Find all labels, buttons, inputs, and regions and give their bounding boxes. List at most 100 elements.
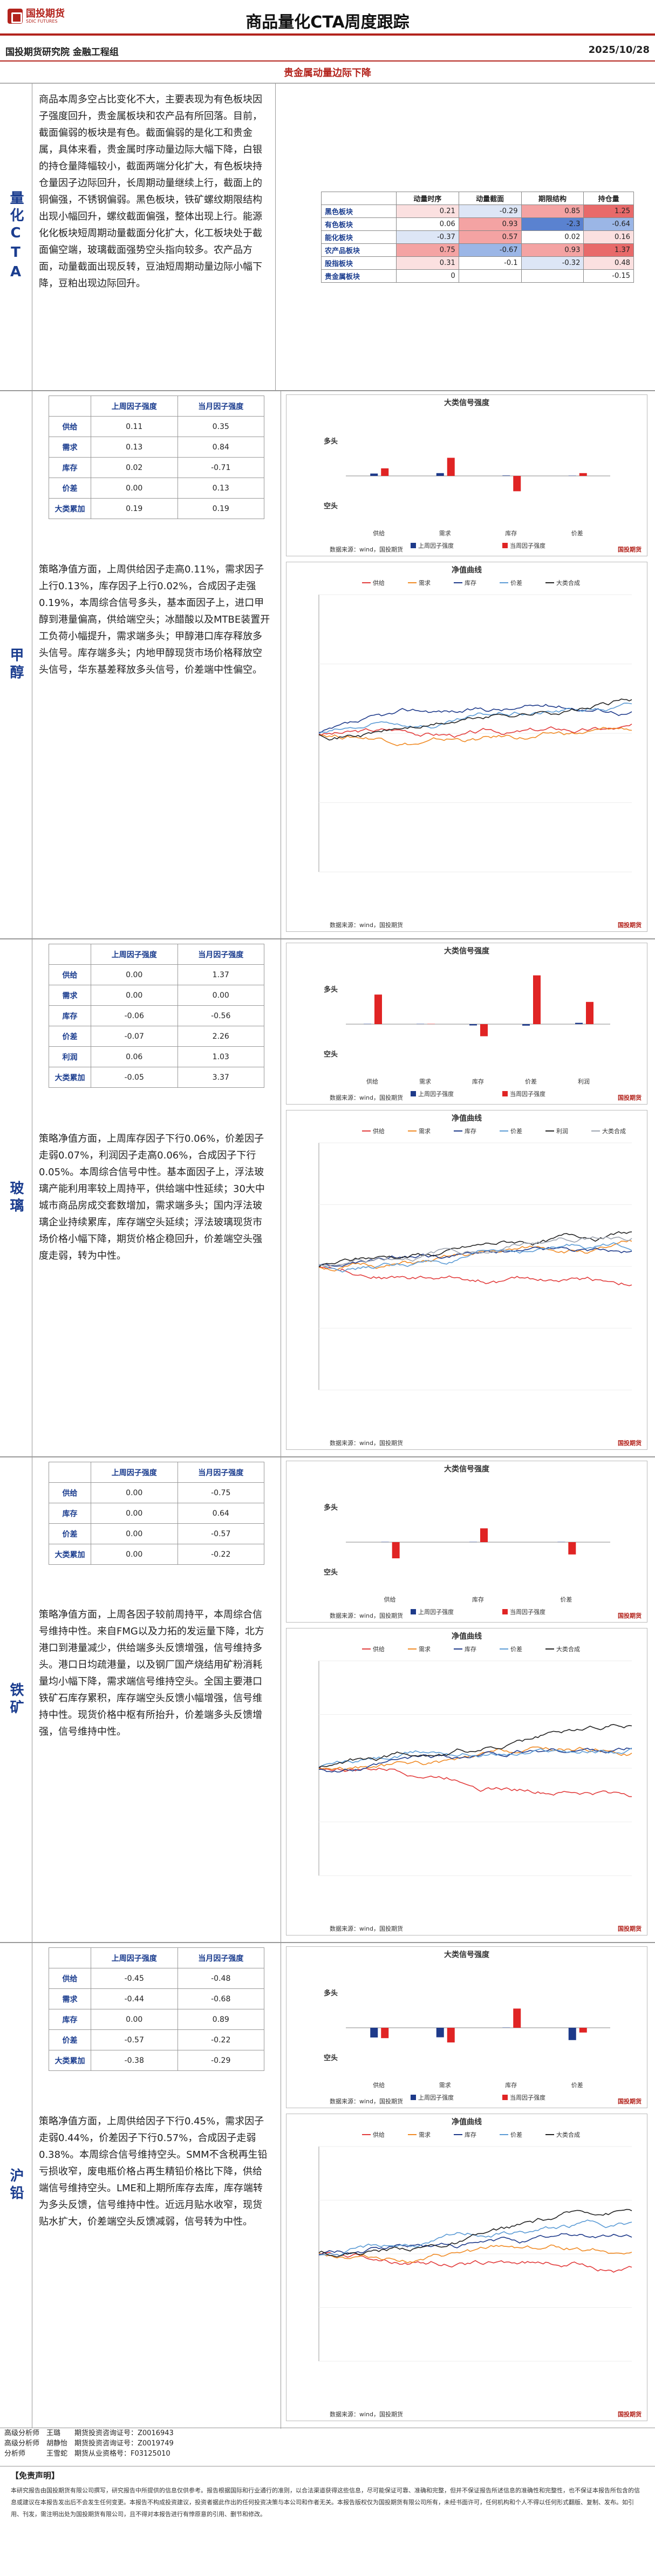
section-label: 铁矿 <box>0 1457 32 1942</box>
nav-line-chart: 净值曲线 供给 需求 库存 价差 利润 大类合成 数据来源：wind，国投期货 国投期货 <box>286 1110 647 1450</box>
heat-row-name: 贵金属板块 <box>321 269 397 283</box>
bar-chart-title: 大类信号强度 <box>444 1951 489 1959</box>
heat-cell: 0.93 <box>521 243 584 257</box>
row-name: 供给 <box>49 1968 91 1989</box>
heat-row: 黑色板块 0.21 -0.29 0.85 1.25 <box>321 205 634 218</box>
current-month-value: -0.22 <box>177 2029 264 2050</box>
last-week-value: 0.00 <box>91 1503 178 1524</box>
table-row: 需求 0.13 0.84 <box>49 437 264 458</box>
nav-legend-label: 供给 <box>373 1645 385 1653</box>
heat-cell: -0.29 <box>458 205 522 218</box>
section-methanol: 甲醇 上周因子强度 当月因子强度 供给 0.11 0.35 需求 0.13 0.84 库存 0.02… <box>0 391 655 939</box>
bar-category-label: 价差 <box>571 529 583 537</box>
heat-row-name: 黑色板块 <box>321 205 397 218</box>
last-week-value: -0.06 <box>91 1005 178 1026</box>
row-name: 大类累加 <box>49 498 91 519</box>
chart-source: 数据来源：wind，国投期货 <box>330 2098 404 2105</box>
table-row: 供给 -0.45 -0.48 <box>49 1968 264 1989</box>
factor-table-header: 当月因子强度 <box>177 1462 264 1483</box>
bar-current <box>447 2028 455 2043</box>
sub-header: 国投期货研究院 金融工程组 2025/10/28 <box>0 38 655 62</box>
table-row: 大类累加 -0.05 3.37 <box>49 1067 264 1088</box>
bar-last <box>417 1024 424 1025</box>
signal-bar-chart: 大类信号强度 多头 空头 供给 需求 库存 价差 上周因子强度 当周因子强度 数据来源：wind，… <box>286 1946 647 2108</box>
last-week-value: -0.57 <box>91 2029 178 2050</box>
heat-cell: -0.32 <box>521 256 584 270</box>
current-month-value: 0.00 <box>177 985 264 1006</box>
bar-last <box>364 1024 371 1025</box>
current-month-value: -0.68 <box>177 1988 264 2009</box>
bar-category-label: 供给 <box>373 529 385 537</box>
signal-bar-chart: 大类信号强度 多头 空头 供给 需求 库存 价差 利润 上周因子强度 当周因子强度 数据来源：win… <box>286 943 647 1105</box>
chart-brand: 国投期货 <box>618 1612 642 1619</box>
table-row: 供给 0.11 0.35 <box>49 416 264 437</box>
current-month-value: -0.56 <box>177 1005 264 1026</box>
last-week-value: -0.45 <box>91 1968 178 1989</box>
bar-category-label: 供给 <box>373 2081 385 2089</box>
nav-legend-label: 大类合成 <box>556 1645 580 1653</box>
factor-table: 上周因子强度 当月因子强度 供给 0.11 0.35 需求 0.13 0.84 库存 0.02 -0… <box>49 396 264 519</box>
current-month-value: 0.19 <box>177 498 264 519</box>
factor-table-header: 上周因子强度 <box>91 1947 178 1968</box>
current-month-value: -0.71 <box>177 457 264 478</box>
nav-legend-label: 价差 <box>510 2131 522 2138</box>
last-week-value: 0.11 <box>91 416 178 437</box>
nav-chart-svg: 供给 需求 库存 价差 利润 大类合成 <box>318 1127 632 1391</box>
heat-cell: 0 <box>395 269 459 283</box>
organization: 国投期货研究院 金融工程组 <box>5 47 119 58</box>
nav-legend-label: 库存 <box>465 1127 476 1135</box>
logo-icon <box>8 9 23 24</box>
row-name: 需求 <box>49 437 91 458</box>
strategy-text: 策略净值方面，上周库存因子下行0.06%，价差因子走弱0.07%，利润因子走高0… <box>39 1133 265 1262</box>
nav-legend-label: 供给 <box>373 2131 385 2138</box>
page-title: 商品量化CTA周度跟踪 <box>245 13 410 32</box>
current-month-value: 1.03 <box>177 1046 264 1067</box>
last-week-value: 0.00 <box>91 964 178 985</box>
disclaimer-text: 本研究报告由国投期货有限公司撰写，研究报告中所提供的信息仅供参考。报告根据国际和… <box>11 2487 640 2518</box>
table-row: 库存 -0.06 -0.56 <box>49 1005 264 1026</box>
chart-brand: 国投期货 <box>618 1925 642 1932</box>
heat-cell: 0.93 <box>458 217 522 231</box>
disclaimer: 【免责声明】 本研究报告由国投期货有限公司撰写，研究报告中所提供的信息仅供参考。… <box>0 2466 655 2576</box>
last-week-value: 0.02 <box>91 457 178 478</box>
bar-current <box>579 473 587 476</box>
bar-current <box>392 1542 400 1558</box>
last-week-value: 0.13 <box>91 437 178 458</box>
row-name: 库存 <box>49 457 91 478</box>
nav-chart-svg: 供给 需求 库存 价差 大类合成 <box>318 2131 632 2362</box>
heat-cell: 1.25 <box>583 205 634 218</box>
row-name: 价差 <box>49 2029 91 2050</box>
bar-legend-label: 上周因子强度 <box>418 1608 454 1616</box>
nav-series-line <box>318 703 632 734</box>
bar-last <box>381 1542 389 1543</box>
nav-series-line <box>318 1767 632 1797</box>
chart-brand: 国投期货 <box>618 1440 642 1447</box>
nav-legend-label: 库存 <box>465 2131 476 2138</box>
nav-series-line <box>318 2233 632 2255</box>
nav-legend-label: 大类合成 <box>556 2131 580 2138</box>
nav-legend-label: 需求 <box>419 580 431 587</box>
heat-row: 能化板块 -0.37 0.57 0.02 0.16 <box>321 230 634 244</box>
section-glass: 玻璃 上周因子强度 当月因子强度 供给 0.00 1.37 需求 0.00 0.00 库存 -0.0… <box>0 939 655 1457</box>
row-name: 利润 <box>49 1046 91 1067</box>
current-month-value: 0.13 <box>177 478 264 499</box>
headline: 贵金属动量边际下降 <box>0 64 655 83</box>
heat-row-name: 有色板块 <box>321 217 397 231</box>
nav-chart-title: 净值曲线 <box>452 1114 482 1123</box>
logo-text: 国投期货 <box>26 8 65 19</box>
heat-cell: 0.06 <box>395 217 459 231</box>
heat-cell: 0.85 <box>521 205 584 218</box>
bar-category-label: 库存 <box>472 1596 484 1603</box>
nav-series-line <box>318 2252 632 2273</box>
analyst-1: 高级分析师 王璐 期货投资咨询证号：Z0016943 <box>4 2429 174 2437</box>
heat-cell: -0.15 <box>583 269 634 283</box>
nav-legend-label: 价差 <box>510 1127 522 1135</box>
factor-table-header: 上周因子强度 <box>91 396 178 417</box>
chart-brand: 国投期货 <box>618 922 642 929</box>
table-row: 价差 -0.07 2.26 <box>49 1026 264 1047</box>
current-month-value: 1.37 <box>177 964 264 985</box>
factor-table-header: 当月因子强度 <box>177 396 264 417</box>
row-name: 价差 <box>49 478 91 499</box>
current-month-value: 0.64 <box>177 1503 264 1524</box>
